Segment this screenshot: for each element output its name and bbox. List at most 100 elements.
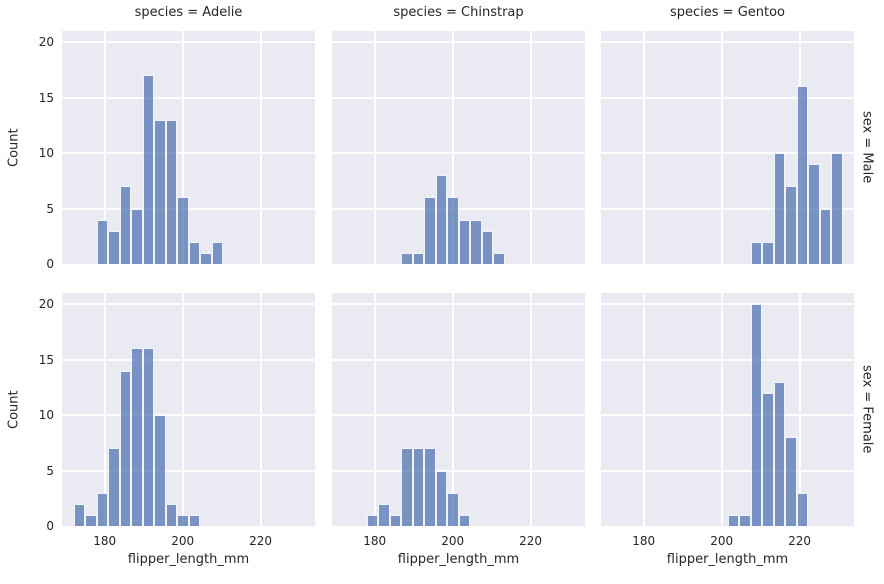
gridline-horizontal <box>62 358 315 361</box>
y-tick-label: 5 <box>46 463 54 478</box>
gridline-vertical <box>529 293 532 526</box>
histogram-bar <box>785 437 797 526</box>
histogram-bar <box>200 252 212 264</box>
gridline-horizontal <box>601 41 854 44</box>
subplot-adelie-male <box>62 31 315 264</box>
histogram-bar <box>796 492 808 526</box>
gridline-horizontal <box>601 96 854 99</box>
gridline-horizontal <box>62 414 315 417</box>
gridline-vertical <box>103 31 106 264</box>
gridline-vertical <box>642 31 645 264</box>
gridline-vertical <box>259 31 262 264</box>
histogram-bar <box>108 230 120 264</box>
y-tick-label: 15 <box>38 90 54 105</box>
subplot-chinstrap-female <box>332 293 585 526</box>
histogram-bar <box>435 175 447 264</box>
gridline-horizontal <box>332 469 585 472</box>
gridline-vertical <box>720 293 723 526</box>
histogram-bar <box>435 470 447 526</box>
gridline-horizontal <box>62 469 315 472</box>
histogram-bar <box>165 503 177 526</box>
histogram-bar <box>119 186 131 264</box>
histogram-bar <box>762 392 774 526</box>
histogram-bar <box>401 448 413 526</box>
x-axis-label-gentoo-col: flipper_length_mm <box>666 552 789 567</box>
x-tick-label: 200 <box>171 534 195 548</box>
x-tick-label: 220 <box>788 534 812 548</box>
gridline-horizontal <box>332 207 585 210</box>
histogram-bar <box>131 208 143 264</box>
histogram-bar <box>447 492 459 526</box>
histogram-bar <box>424 448 436 526</box>
x-axis-label-adelie-col: flipper_length_mm <box>127 552 250 567</box>
histogram-bar <box>188 514 200 526</box>
histogram-bar <box>458 514 470 526</box>
histogram-bar <box>142 75 154 264</box>
histogram-bar <box>412 448 424 526</box>
histogram-bar <box>85 514 97 526</box>
x-tick-label: 200 <box>441 534 465 548</box>
y-tick-label: 10 <box>38 146 54 160</box>
x-tick-label: 220 <box>519 534 543 548</box>
histogram-bar <box>424 197 436 264</box>
x-tick-label: 200 <box>710 534 734 548</box>
histogram-bar <box>412 252 424 264</box>
x-tick-label: 220 <box>249 534 273 548</box>
histogram-bar <box>773 153 785 264</box>
histogram-bar <box>481 230 493 264</box>
histogram-bar <box>165 119 177 264</box>
x-axis-label-chinstrap-col: flipper_length_mm <box>397 552 520 567</box>
histogram-bar <box>142 348 154 526</box>
gridline-horizontal <box>332 414 585 417</box>
col-title-chinstrap: species = Chinstrap <box>393 5 524 20</box>
gridline-vertical <box>373 293 376 526</box>
histogram-bar <box>108 448 120 526</box>
y-tick-label: 10 <box>38 408 54 422</box>
gridline-vertical <box>103 293 106 526</box>
histogram-bar <box>819 208 831 264</box>
subplot-gentoo-male <box>601 31 854 264</box>
gridline-horizontal <box>332 96 585 99</box>
histogram-bar <box>470 219 482 264</box>
histogram-bar <box>211 241 223 264</box>
gridline-horizontal <box>332 358 585 361</box>
y-tick-label: 20 <box>38 297 54 312</box>
histogram-bar <box>389 514 401 526</box>
row-label-male: sex = Male <box>859 111 875 184</box>
y-tick-label: 0 <box>46 257 54 271</box>
gridline-vertical <box>259 293 262 526</box>
gridline-horizontal <box>62 207 315 210</box>
histogram-bar <box>401 252 413 264</box>
x-tick-label: 180 <box>363 534 387 548</box>
histogram-bar <box>796 86 808 264</box>
gridline-horizontal <box>62 96 315 99</box>
histogram-bar <box>727 514 739 526</box>
histogram-bar <box>188 241 200 264</box>
gridline-vertical <box>181 293 184 526</box>
histogram-bar <box>366 514 378 526</box>
histogram-bar <box>378 503 390 526</box>
gridline-vertical <box>529 31 532 264</box>
gridline-vertical <box>451 31 454 264</box>
gridline-horizontal <box>332 41 585 44</box>
gridline-horizontal <box>601 303 854 306</box>
gridline-horizontal <box>601 207 854 210</box>
histogram-bar <box>177 514 189 526</box>
gridline-vertical <box>642 293 645 526</box>
gridline-horizontal <box>601 358 854 361</box>
histogram-bar <box>493 252 505 264</box>
histogram-bar <box>96 492 108 526</box>
gridline-horizontal <box>601 152 854 155</box>
histogram-bar <box>785 186 797 264</box>
histogram-bar <box>808 164 820 264</box>
y-tick-label: 20 <box>38 35 54 50</box>
x-tick-label: 180 <box>93 534 117 548</box>
histogram-bar <box>762 241 774 264</box>
gridline-horizontal <box>601 469 854 472</box>
gridline-horizontal <box>62 152 315 155</box>
row-label-female: sex = Female <box>859 365 875 454</box>
subplot-chinstrap-male <box>332 31 585 264</box>
gridline-horizontal <box>332 152 585 155</box>
histogram-bar <box>154 119 166 264</box>
subplot-gentoo-female <box>601 293 854 526</box>
